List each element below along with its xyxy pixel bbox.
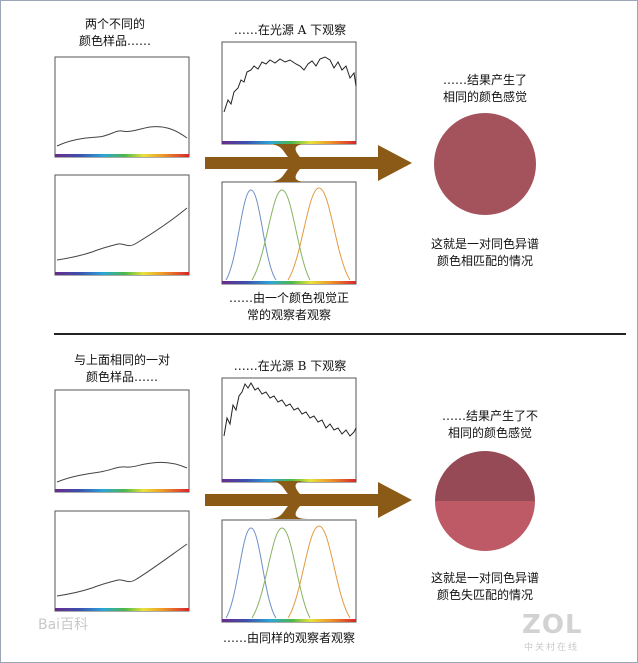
spectrum-bar [222,141,356,144]
top-conclusion-label: 这就是一对同色异谱 颜色相匹配的情况 [430,237,539,268]
top-samples-label: 两个不同的 颜色样品…… [78,17,151,48]
bottom-observer-label: ……由同样的观察者观察 [222,631,355,645]
bottom-conclusion-label: 这就是一对同色异谱 颜色失匹配的情况 [430,571,539,602]
spectrum-bar [222,479,356,482]
baidu-watermark: Bai百科 [38,617,89,633]
top-color-circle [434,113,536,215]
spectrum-bar [55,154,189,157]
bottom-samples-label: 与上面相同的一对 颜色样品…… [73,353,170,384]
bottom-sample-2-plot [54,510,190,612]
spectrum-bar [222,281,356,284]
top-sample-1-plot [54,56,190,158]
same-observer-color-matching-plot [221,519,357,623]
top-illuminant-label: ……在光源 A 下观察 [233,23,347,37]
bottom-sample-1-plot [54,389,190,493]
bottom-result-label: ……结果产生了不 相同的颜色感觉 [441,409,538,440]
bottom-arrow [205,481,412,519]
top-sample-2-plot [54,174,190,276]
bottom-illuminant-label: ……在光源 B 下观察 [233,359,347,373]
zol-watermark: ZOL [522,610,583,640]
illuminant-a-spectrum-plot [221,41,357,145]
top-observer-label: ……由一个颜色视觉正 常的观察者观察 [228,291,349,322]
section-divider [54,333,626,335]
observer-color-matching-plot [221,181,357,285]
bottom-color-circle [435,451,535,551]
spectrum-bar [55,489,189,492]
spectrum-bar [222,619,356,622]
spectrum-bar [55,608,189,611]
illuminant-b-spectrum-plot [221,377,357,483]
spectrum-bar [55,272,189,275]
top-arrow [205,144,412,182]
zol-subtitle-watermark: 中关村在线 [524,643,580,653]
top-result-label: ……结果产生了 相同的颜色感觉 [442,73,527,104]
